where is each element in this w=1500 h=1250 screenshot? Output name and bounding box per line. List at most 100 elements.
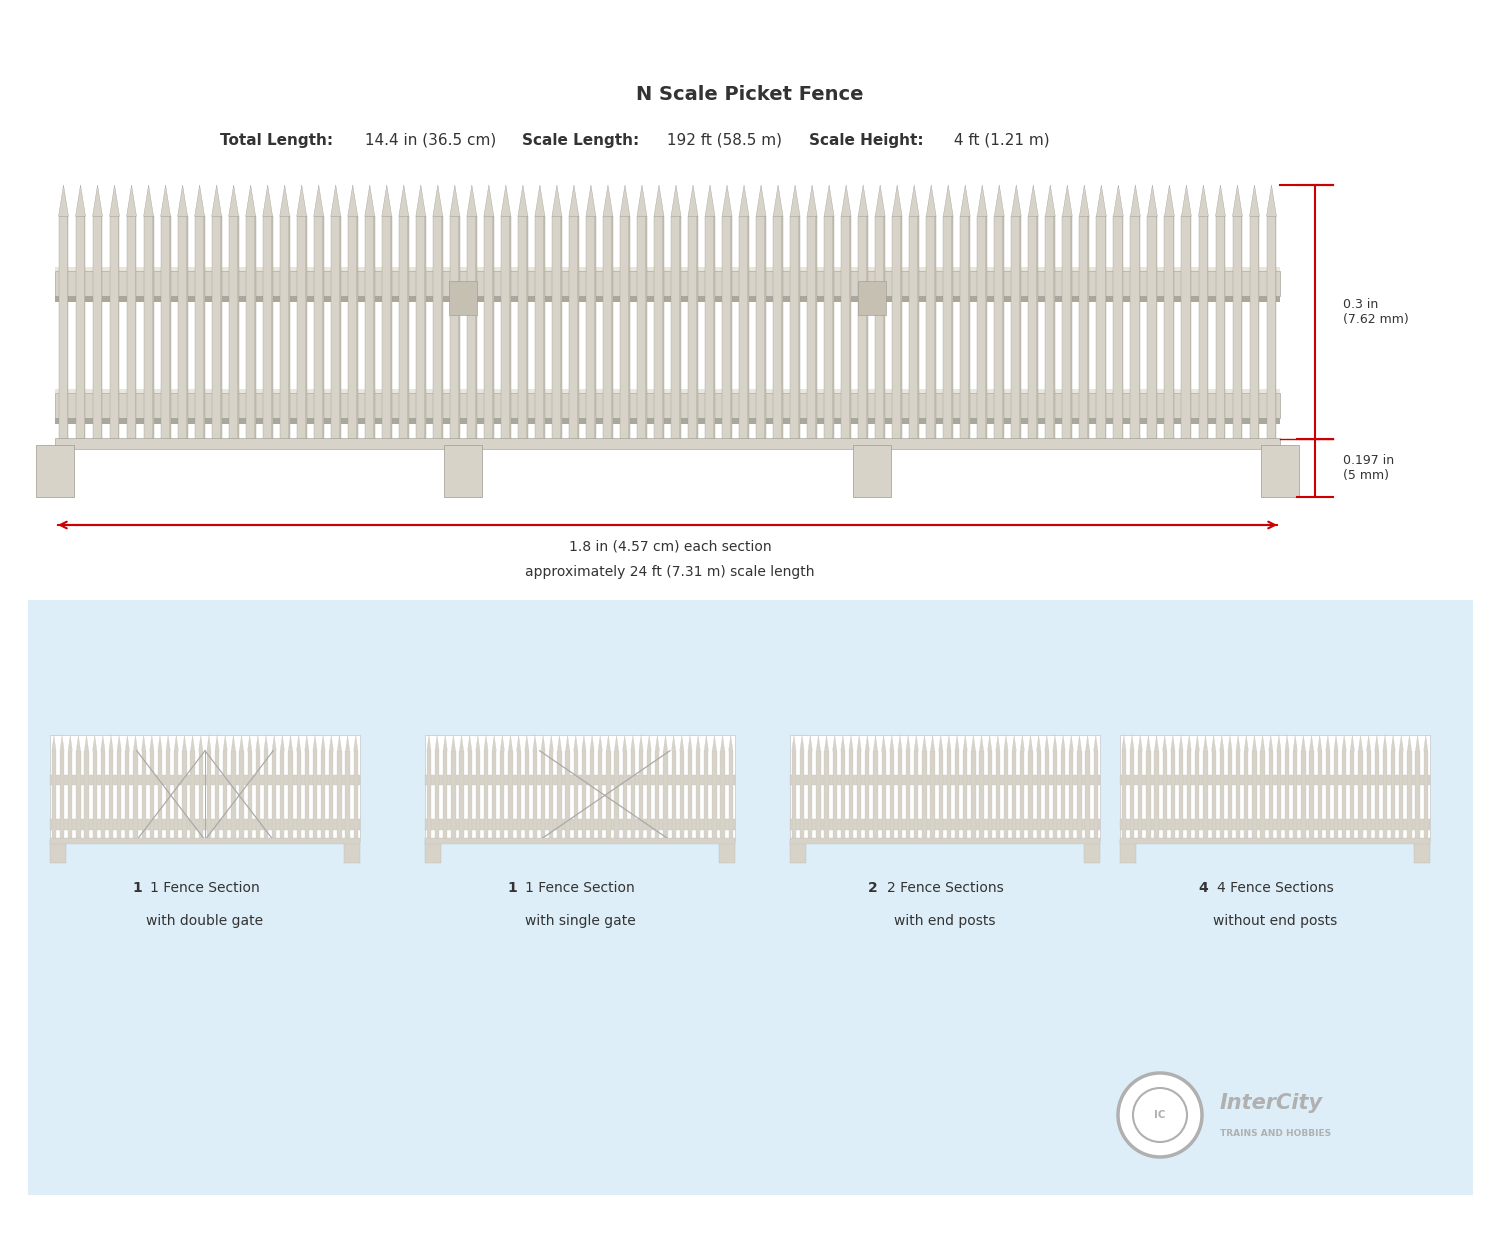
Bar	[898, 751, 902, 840]
Bar	[58, 216, 69, 445]
Polygon shape	[228, 185, 238, 216]
Bar	[450, 216, 460, 445]
Polygon shape	[1148, 185, 1158, 216]
Polygon shape	[1350, 735, 1354, 751]
Bar	[1236, 751, 1240, 840]
Bar	[1286, 751, 1288, 840]
Polygon shape	[1086, 735, 1089, 751]
Bar	[704, 751, 708, 840]
Bar	[1269, 751, 1274, 840]
Bar	[536, 216, 544, 445]
Bar	[670, 216, 681, 445]
Bar	[152, 216, 153, 445]
Bar	[56, 271, 1280, 296]
Polygon shape	[549, 735, 554, 751]
Bar	[756, 216, 766, 445]
Bar	[1053, 751, 1058, 840]
Bar	[1053, 216, 1054, 445]
Bar	[50, 838, 360, 844]
Polygon shape	[264, 735, 268, 751]
Bar	[824, 216, 834, 445]
Bar	[808, 751, 813, 840]
Bar	[144, 216, 153, 445]
Polygon shape	[255, 735, 260, 751]
Bar	[1390, 751, 1395, 840]
Polygon shape	[1383, 735, 1388, 751]
Polygon shape	[808, 735, 813, 751]
Polygon shape	[688, 735, 692, 751]
Bar	[825, 751, 828, 840]
Polygon shape	[873, 735, 877, 751]
Polygon shape	[705, 185, 716, 216]
Polygon shape	[840, 735, 844, 751]
Polygon shape	[509, 735, 513, 751]
Bar	[1164, 216, 1174, 445]
Bar	[1186, 751, 1191, 840]
Bar	[126, 216, 136, 445]
Bar	[1083, 840, 1100, 862]
Bar	[1416, 751, 1419, 840]
Bar	[211, 216, 222, 445]
Text: TRAINS AND HOBBIES: TRAINS AND HOBBIES	[1220, 1129, 1330, 1138]
Bar	[56, 185, 1280, 445]
Bar	[986, 216, 987, 445]
Bar	[509, 751, 513, 840]
Polygon shape	[874, 185, 885, 216]
Bar	[1013, 751, 1017, 840]
Polygon shape	[1053, 735, 1058, 751]
Polygon shape	[882, 735, 886, 751]
Bar	[542, 751, 544, 840]
Bar	[1260, 751, 1264, 840]
Polygon shape	[1077, 735, 1082, 751]
Polygon shape	[603, 185, 613, 216]
Bar	[150, 751, 154, 840]
Polygon shape	[536, 185, 544, 216]
Polygon shape	[944, 185, 952, 216]
Text: 1 Fence Section: 1 Fence Section	[525, 881, 634, 895]
Polygon shape	[906, 735, 910, 751]
Bar	[246, 216, 255, 445]
Bar	[1215, 216, 1225, 445]
Bar	[254, 216, 255, 445]
Polygon shape	[166, 735, 170, 751]
Bar	[656, 751, 660, 840]
Bar	[468, 751, 472, 840]
Polygon shape	[849, 735, 853, 751]
Polygon shape	[978, 185, 987, 216]
Polygon shape	[1407, 735, 1412, 751]
Bar	[909, 216, 920, 445]
Text: 0.197 in
(5 mm): 0.197 in (5 mm)	[1342, 454, 1394, 482]
Bar	[914, 751, 918, 840]
Polygon shape	[972, 735, 975, 751]
Polygon shape	[638, 185, 646, 216]
Polygon shape	[1062, 185, 1072, 216]
Bar	[1170, 751, 1174, 840]
Text: 2: 2	[868, 881, 877, 895]
Polygon shape	[722, 185, 732, 216]
Bar	[578, 216, 579, 445]
Bar	[1203, 751, 1208, 840]
Bar	[56, 389, 1280, 394]
Polygon shape	[262, 185, 273, 216]
Polygon shape	[1162, 735, 1167, 751]
Polygon shape	[433, 185, 442, 216]
Bar	[645, 216, 646, 445]
Bar	[1086, 751, 1089, 840]
Polygon shape	[207, 735, 212, 751]
Bar	[328, 751, 333, 840]
Bar	[1138, 751, 1143, 840]
Bar	[712, 216, 716, 445]
Polygon shape	[1334, 735, 1338, 751]
Polygon shape	[348, 185, 357, 216]
Bar	[1228, 751, 1232, 840]
Bar	[729, 751, 734, 840]
Bar	[790, 775, 1100, 785]
Bar	[406, 216, 408, 445]
Bar	[639, 751, 644, 840]
Polygon shape	[630, 735, 634, 751]
Polygon shape	[100, 735, 105, 751]
Polygon shape	[345, 735, 350, 751]
Polygon shape	[1060, 735, 1065, 751]
Polygon shape	[134, 735, 138, 751]
Bar	[424, 840, 441, 862]
